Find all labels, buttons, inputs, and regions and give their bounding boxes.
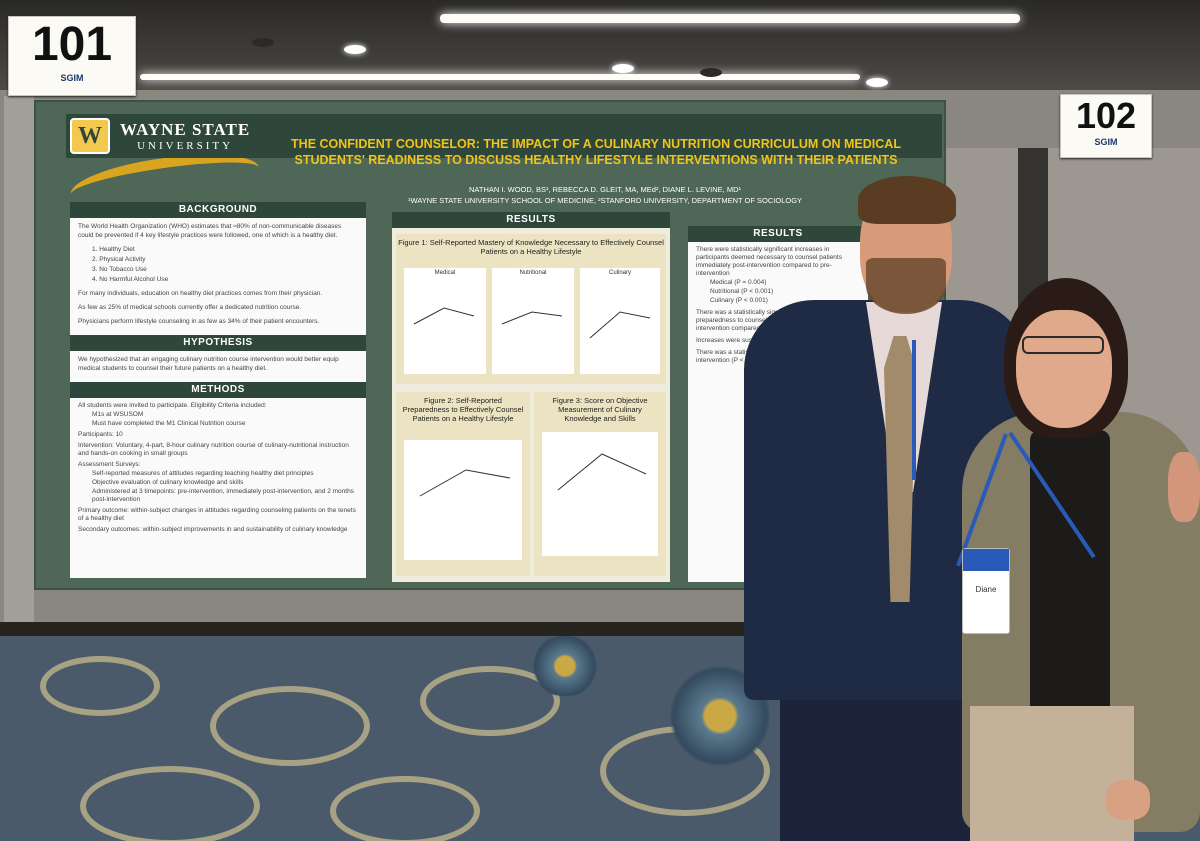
ceiling-downlight (252, 38, 274, 47)
presenter-lanyard (912, 340, 916, 480)
methods-bullet: Secondary outcomes: within-subject impro… (78, 526, 348, 533)
section-heading-background: BACKGROUND (70, 202, 366, 218)
woman-face (1016, 310, 1112, 428)
badge-stripe (963, 549, 1009, 571)
section-heading-results-right: RESULTS (688, 226, 868, 242)
preparedness-trend-line (419, 469, 511, 497)
carpet-swirl (420, 666, 560, 736)
glasses (1022, 336, 1104, 354)
poster-left-column: BACKGROUND The World Health Organization… (70, 202, 366, 578)
results-bullet: There were statistically significant inc… (696, 246, 842, 277)
poster-title: THE CONFIDENT COUNSELOR: THE IMPACT OF A… (291, 137, 901, 167)
section-heading-hypothesis: HYPOTHESIS (70, 335, 366, 351)
background-body: The World Health Organization (WHO) esti… (70, 218, 366, 335)
methods-bullet: Intervention: Voluntary, 4-part, 8-hour … (78, 442, 349, 457)
figure-1-title: Figure 1: Self-Reported Mastery of Knowl… (398, 238, 664, 256)
author-affiliations: ¹WAYNE STATE UNIVERSITY SCHOOL OF MEDICI… (407, 196, 803, 205)
hypothesis-text: We hypothesized that an engaging culinar… (78, 356, 339, 372)
medical-trend-line (413, 307, 475, 325)
ceiling-light-strip (440, 14, 1020, 23)
poster-authors: NATHAN I. WOOD, BS¹, REBECCA D. GLEIT, M… (370, 184, 840, 206)
methods-bullet: Primary outcome: within-subject changes … (78, 507, 356, 522)
carpet-swirl (330, 776, 480, 841)
research-poster: W WAYNE STATE UNIVERSITY THE CONFIDENT C… (34, 100, 946, 590)
methods-bullet: Administered at 3 timepoints: pre-interv… (92, 488, 354, 503)
methods-bullet: Must have completed the M1 Clinical Nutr… (92, 420, 246, 427)
figure-1: Figure 1: Self-Reported Mastery of Knowl… (396, 234, 666, 384)
methods-bullet: Assessment Surveys: (78, 461, 141, 468)
figure-3-title: Figure 3: Score on Objective Measurement… (552, 396, 648, 423)
booth-sign-102: 102 SGIM (1060, 94, 1152, 158)
figure-2-plot (404, 440, 522, 560)
figure-2-title: Figure 2: Self-Reported Preparedness to … (402, 396, 524, 423)
background-intro: The World Health Organization (WHO) esti… (78, 223, 342, 239)
figure-1-panel-culinary: Culinary (580, 268, 660, 374)
badge-name: Diane (975, 585, 997, 594)
presenter-hair (858, 176, 956, 224)
university-name-line2: UNIVERSITY (137, 140, 234, 152)
woman-hand (1106, 780, 1150, 820)
ceiling-downlight (612, 64, 634, 73)
section-heading-methods: METHODS (70, 382, 366, 398)
lifestyle-item: 4. No Harmful Alcohol Use (92, 276, 169, 283)
results-bullet: Nutritional (P < 0.001) (710, 288, 774, 295)
results-bullet: Culinary (P < 0.001) (710, 297, 768, 304)
booth-sign-org: SGIM (1094, 137, 1118, 147)
ceiling-downlight (866, 78, 888, 87)
methods-bullet: Participants: 10 (78, 431, 123, 438)
nutritional-trend-line (501, 311, 563, 325)
ceiling-downlight (700, 68, 722, 77)
booth-number: 102 (1075, 95, 1137, 136)
booth-number: 101 (31, 18, 113, 71)
figure-2: Figure 2: Self-Reported Preparedness to … (396, 392, 530, 576)
culinary-trend-line (589, 311, 651, 339)
poster-middle-column: RESULTS Figure 1: Self-Reported Mastery … (392, 212, 670, 582)
background-bullet: For many individuals, education on healt… (78, 290, 323, 297)
ceiling-downlight (344, 45, 366, 54)
carpet-swirl (210, 686, 370, 766)
background-bullet: Physicians perform lifestyle counseling … (78, 318, 320, 325)
author-list: NATHAN I. WOOD, BS¹, REBECCA D. GLEIT, M… (469, 185, 741, 194)
methods-bullet: M1s at WSUSOM (92, 411, 144, 418)
university-name: WAYNE STATE UNIVERSITY (120, 120, 250, 152)
background-bullet: As few as 25% of medical schools current… (78, 304, 302, 311)
results-bullet: Increases were sustained and (696, 337, 783, 344)
methods-body: All students were invited to participate… (70, 398, 366, 543)
methods-bullet: Objective evaluation of culinary knowled… (92, 479, 244, 486)
figure-3: Figure 3: Score on Objective Measurement… (534, 392, 666, 576)
poster-header-band (66, 114, 942, 158)
name-badge: Diane (962, 548, 1010, 634)
carpet-swirl (40, 656, 160, 716)
methods-bullet: Self-reported measures of attitudes rega… (92, 470, 314, 477)
results-bullet: Medical (P = 0.004) (710, 279, 767, 286)
woman-black-top (1030, 430, 1110, 720)
booth-sign-org: SGIM (60, 73, 84, 83)
hand-on-shoulder (1168, 452, 1200, 522)
ceiling-light-strip (140, 74, 860, 80)
figure-1-panel-medical: Medical (404, 268, 486, 374)
figure-1-panel-nutritional: Nutritional (492, 268, 574, 374)
panel-label: Nutritional (519, 270, 547, 276)
results-bullet: There was a statistically significant in… (696, 309, 829, 332)
university-logo: W (70, 118, 110, 154)
panel-label: Medical (434, 270, 456, 276)
booth-panel-left (4, 96, 34, 626)
section-heading-results: RESULTS (392, 212, 670, 228)
hypothesis-body: We hypothesized that an engaging culinar… (70, 351, 366, 382)
figure-3-plot (542, 432, 658, 556)
carpet-swirl (80, 766, 260, 841)
booth-sign-101: 101 SGIM (8, 16, 136, 96)
lifestyle-item: 1. Healthy Diet (92, 246, 135, 253)
university-name-line1: WAYNE STATE (120, 120, 251, 139)
knowledge-score-trend-line (557, 453, 647, 491)
lifestyle-item: 3. No Tobacco Use (92, 266, 147, 273)
woman-pants (970, 706, 1134, 841)
lifestyle-item: 2. Physical Activity (92, 256, 146, 263)
methods-bullet: All students were invited to participate… (78, 402, 267, 409)
carpet-medallion (520, 636, 610, 696)
panel-label: Culinary (608, 270, 631, 276)
presenter-beard (866, 258, 946, 314)
presenter-tie (884, 336, 916, 602)
